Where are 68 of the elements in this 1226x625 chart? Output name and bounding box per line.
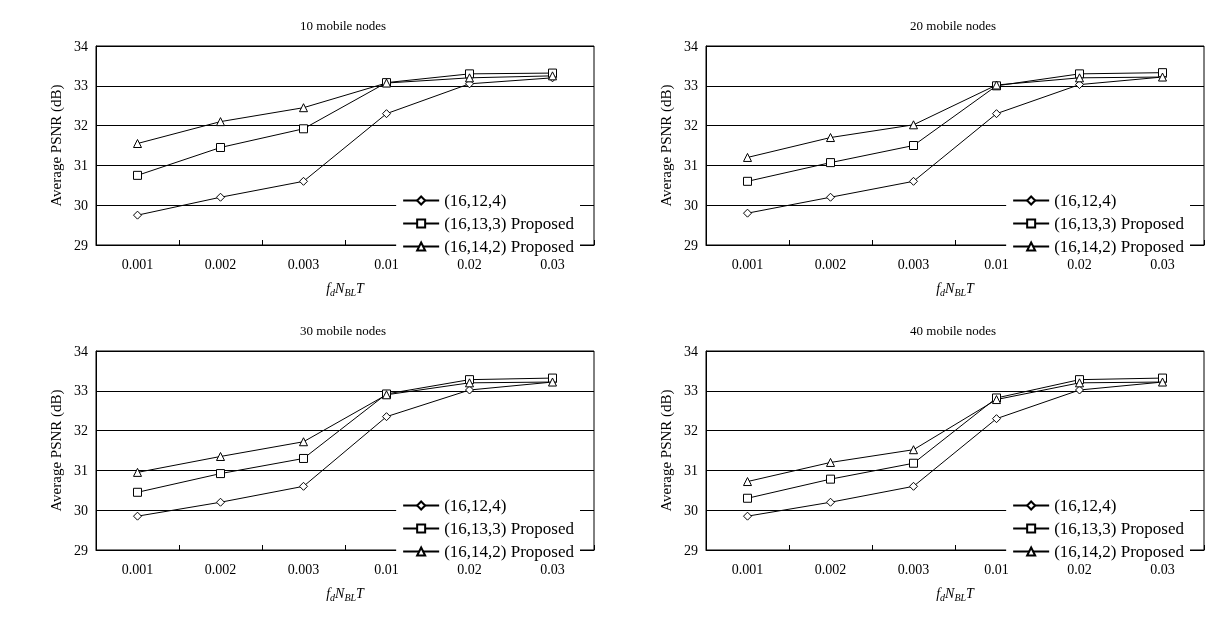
y-tick-label: 33 bbox=[684, 78, 698, 94]
y-tick-label: 29 bbox=[684, 237, 698, 253]
legend-label: (16,13,3) Proposed bbox=[1054, 519, 1185, 538]
x-tick-label: 0.002 bbox=[814, 561, 847, 577]
y-tick-label: 31 bbox=[74, 462, 88, 478]
y-tick-label: 29 bbox=[684, 542, 698, 558]
legend-label: (16,12,4) bbox=[444, 191, 507, 210]
legend-label: (16,14,2) Proposed bbox=[444, 542, 575, 561]
y-tick-label: 29 bbox=[74, 237, 88, 253]
x-tick-label: 0.001 bbox=[121, 256, 154, 272]
legend-label: (16,12,4) bbox=[1054, 496, 1117, 515]
chart-title: 30 mobile nodes bbox=[300, 323, 386, 338]
y-tick-label: 30 bbox=[74, 197, 88, 213]
y-tick-label: 30 bbox=[684, 197, 698, 213]
y-axis-title: Average PSNR (dB) bbox=[657, 84, 675, 207]
y-tick-label: 30 bbox=[684, 502, 698, 518]
legend-label: (16,14,2) Proposed bbox=[444, 237, 575, 256]
legend-label: (16,12,4) bbox=[1054, 191, 1117, 210]
y-tick-label: 33 bbox=[74, 383, 88, 399]
chart-title: 40 mobile nodes bbox=[910, 323, 996, 338]
x-tick-label: 0.01 bbox=[984, 256, 1009, 272]
x-tick-label: 0.03 bbox=[1150, 256, 1175, 272]
y-tick-label: 32 bbox=[684, 423, 698, 439]
legend-label: (16,13,3) Proposed bbox=[444, 214, 575, 233]
y-tick-label: 29 bbox=[74, 542, 88, 558]
y-tick-label: 30 bbox=[74, 502, 88, 518]
legend-label: (16,12,4) bbox=[444, 496, 507, 515]
y-tick-label: 31 bbox=[684, 157, 698, 173]
chart-title: 20 mobile nodes bbox=[910, 18, 996, 33]
x-tick-label: 0.002 bbox=[814, 256, 847, 272]
x-tick-label: 0.03 bbox=[1150, 561, 1175, 577]
x-tick-label: 0.003 bbox=[287, 561, 320, 577]
x-tick-label: 0.001 bbox=[731, 561, 764, 577]
chart-title: 10 mobile nodes bbox=[300, 18, 386, 33]
y-axis-title: Average PSNR (dB) bbox=[657, 389, 675, 512]
y-tick-label: 32 bbox=[74, 118, 88, 134]
y-tick-label: 32 bbox=[684, 118, 698, 134]
x-tick-label: 0.03 bbox=[540, 256, 565, 272]
x-tick-label: 0.001 bbox=[731, 256, 764, 272]
y-tick-label: 34 bbox=[684, 343, 698, 359]
x-tick-label: 0.01 bbox=[374, 256, 399, 272]
y-axis-title: Average PSNR (dB) bbox=[47, 389, 65, 512]
y-tick-label: 31 bbox=[684, 462, 698, 478]
x-tick-label: 0.02 bbox=[457, 256, 482, 272]
x-tick-label: 0.02 bbox=[457, 561, 482, 577]
x-tick-label: 0.02 bbox=[1067, 561, 1092, 577]
x-tick-label: 0.001 bbox=[121, 561, 154, 577]
x-tick-label: 0.002 bbox=[204, 256, 237, 272]
x-tick-label: 0.002 bbox=[204, 561, 237, 577]
y-tick-label: 33 bbox=[74, 78, 88, 94]
x-tick-label: 0.003 bbox=[287, 256, 320, 272]
legend-label: (16,13,3) Proposed bbox=[444, 519, 575, 538]
x-tick-label: 0.01 bbox=[374, 561, 399, 577]
y-tick-label: 32 bbox=[74, 423, 88, 439]
x-tick-label: 0.003 bbox=[897, 561, 930, 577]
x-tick-label: 0.003 bbox=[897, 256, 930, 272]
y-axis-title: Average PSNR (dB) bbox=[47, 84, 65, 207]
x-tick-label: 0.03 bbox=[540, 561, 565, 577]
y-tick-label: 34 bbox=[74, 343, 88, 359]
x-tick-label: 0.02 bbox=[1067, 256, 1092, 272]
legend-label: (16,14,2) Proposed bbox=[1054, 237, 1185, 256]
x-tick-label: 0.01 bbox=[984, 561, 1009, 577]
legend-label: (16,14,2) Proposed bbox=[1054, 542, 1185, 561]
y-tick-label: 34 bbox=[74, 38, 88, 54]
legend-label: (16,13,3) Proposed bbox=[1054, 214, 1185, 233]
y-tick-label: 34 bbox=[684, 38, 698, 54]
y-tick-label: 33 bbox=[684, 383, 698, 399]
y-tick-label: 31 bbox=[74, 157, 88, 173]
